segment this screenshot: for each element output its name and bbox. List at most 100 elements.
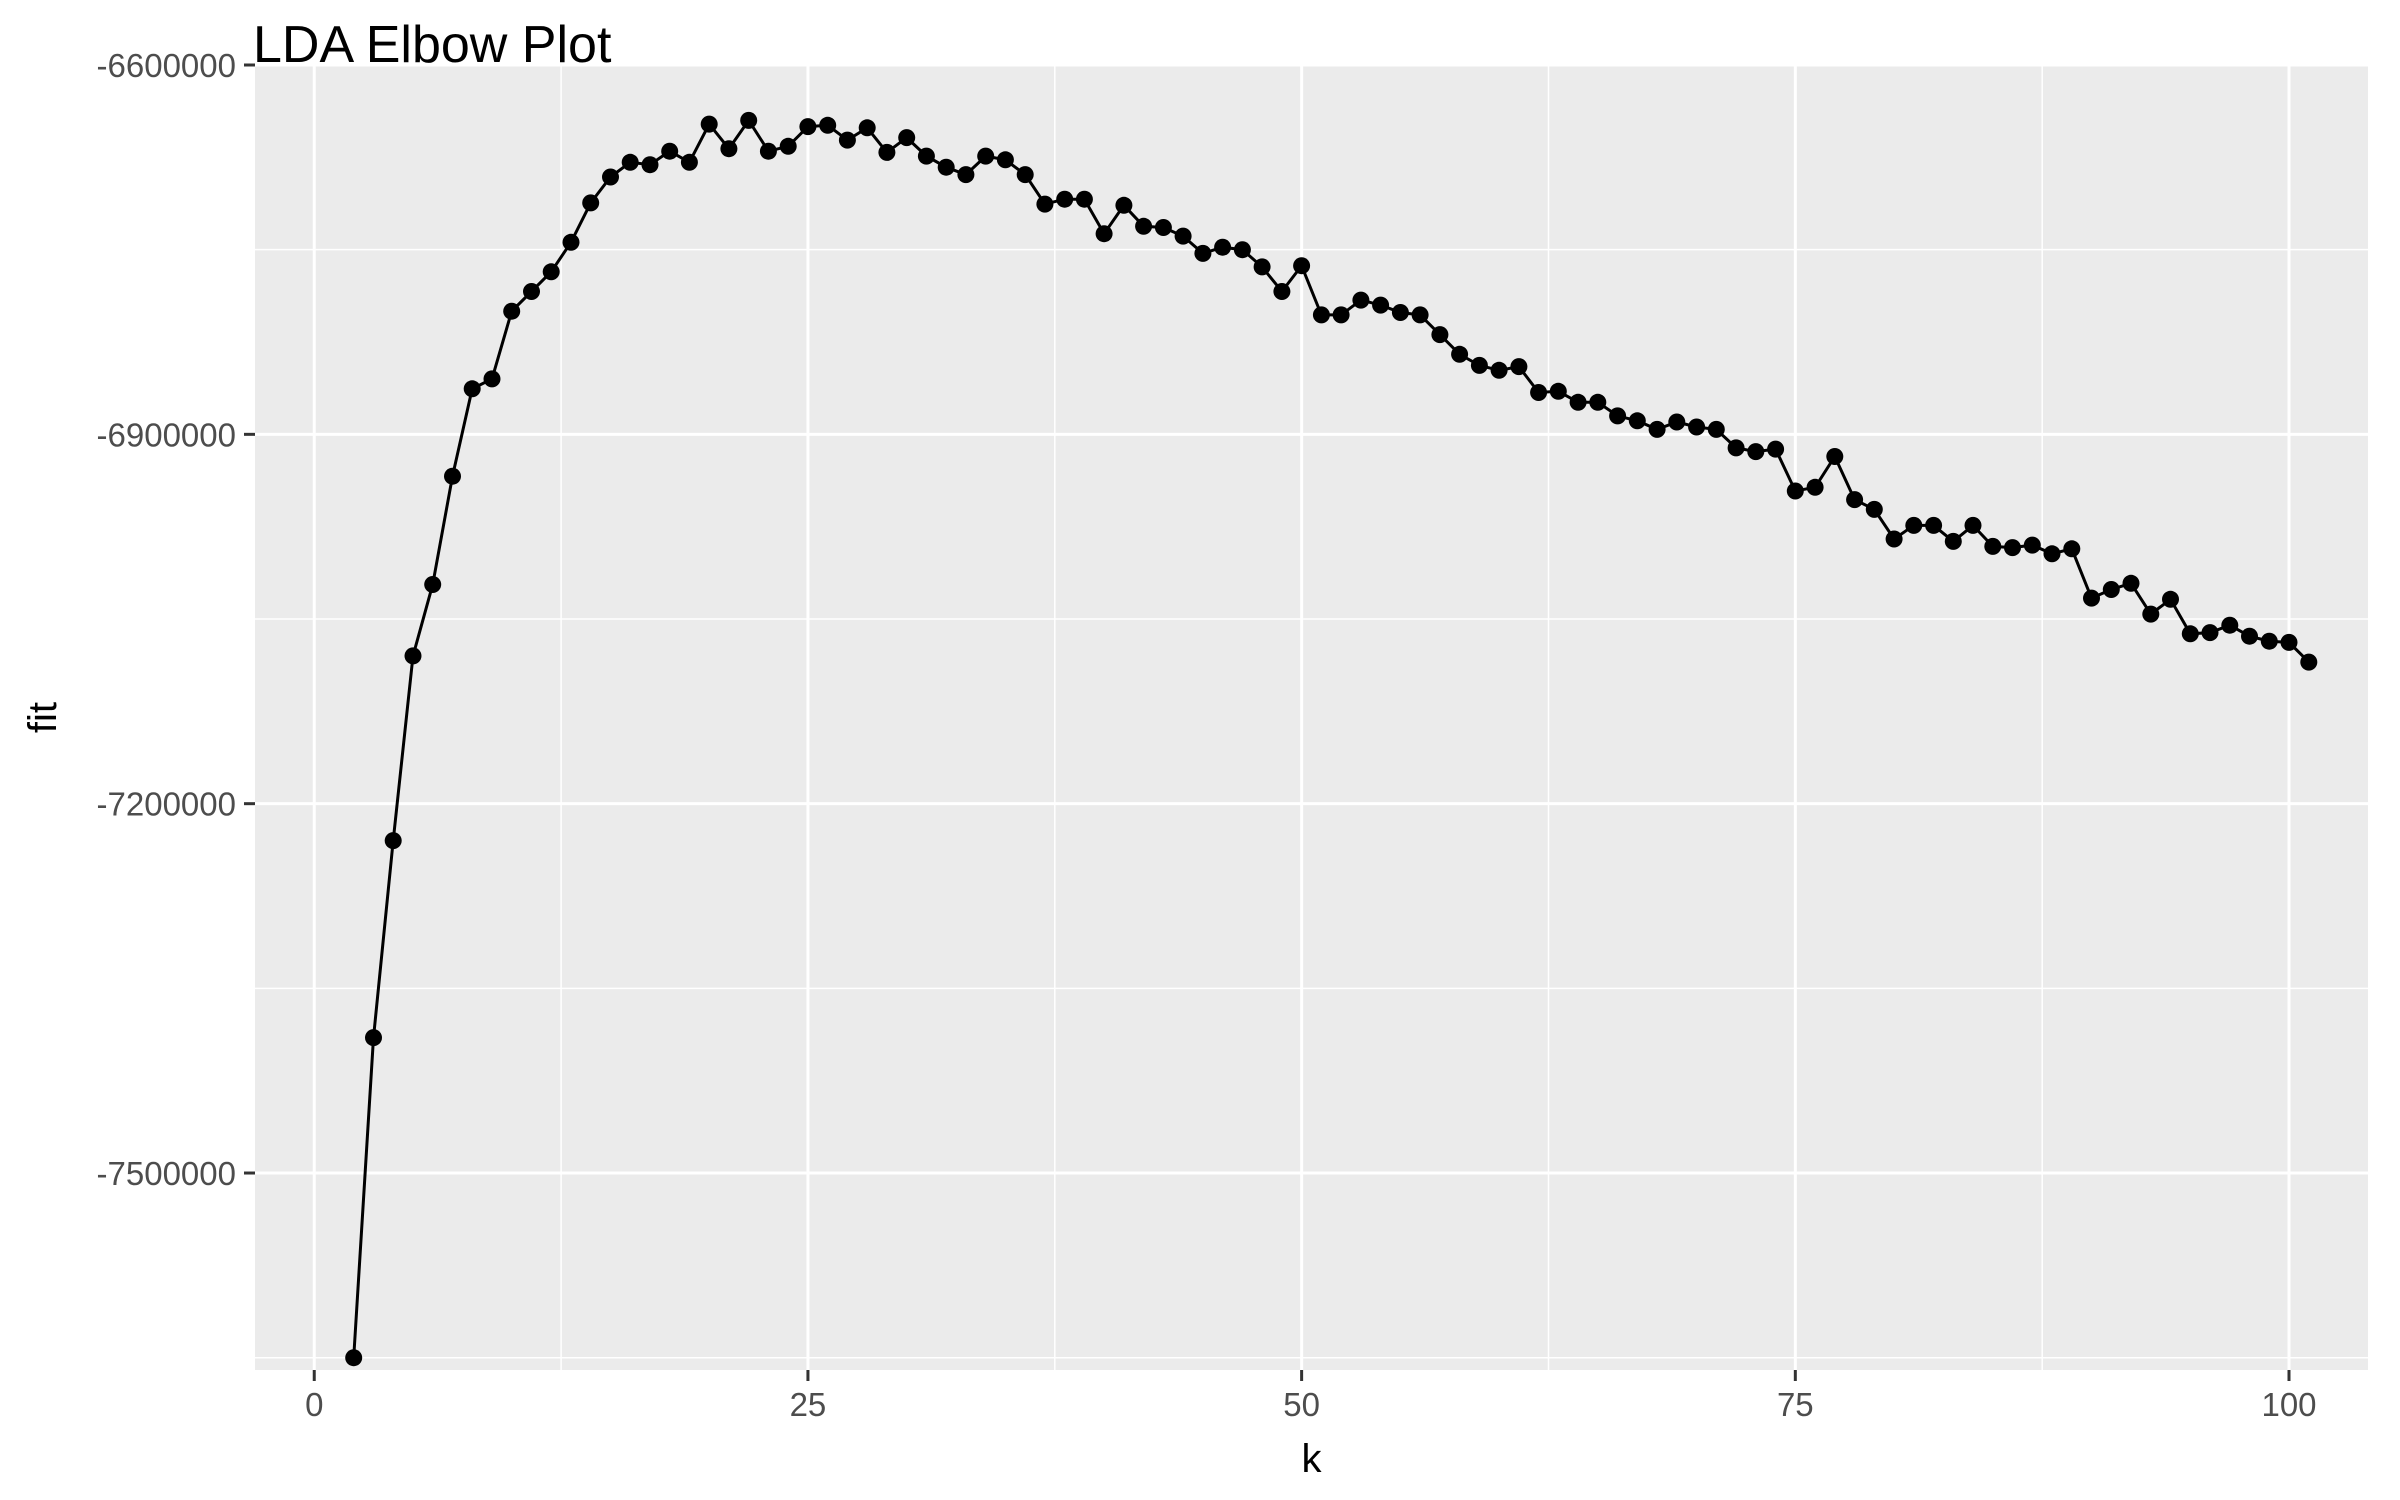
data-point	[838, 131, 856, 149]
data-point	[2122, 574, 2140, 592]
data-point	[1372, 296, 1390, 314]
data-point	[917, 147, 935, 165]
data-point	[1154, 219, 1172, 236]
data-point	[1648, 420, 1666, 438]
data-point	[957, 166, 975, 184]
data-point	[1668, 413, 1686, 431]
data-point	[2201, 624, 2219, 642]
data-point	[937, 158, 955, 176]
data-point	[1964, 516, 1982, 534]
data-point	[621, 153, 639, 171]
x-tick-label: 50	[1283, 1386, 1320, 1423]
x-tick-label: 25	[790, 1386, 827, 1423]
data-point	[1451, 345, 1469, 363]
data-point	[878, 143, 896, 161]
data-point	[779, 137, 797, 155]
data-point	[2142, 605, 2160, 623]
data-point	[384, 832, 402, 850]
data-point	[700, 115, 718, 133]
data-point	[1490, 361, 1508, 379]
data-point	[523, 283, 540, 300]
data-point	[1293, 257, 1311, 275]
data-point	[1194, 244, 1212, 262]
data-point	[2162, 590, 2179, 608]
data-point	[2260, 632, 2278, 650]
data-point	[582, 194, 600, 212]
data-point	[1806, 478, 1824, 496]
data-point	[1332, 306, 1350, 324]
data-point	[2063, 540, 2081, 558]
data-point	[1510, 358, 1528, 376]
data-point	[1727, 439, 1745, 457]
data-point	[799, 118, 817, 136]
data-point	[1253, 258, 1271, 276]
data-point	[1688, 418, 1706, 436]
data-point	[2043, 545, 2061, 563]
data-point	[404, 647, 422, 665]
x-axis-title: k	[1302, 1437, 1323, 1481]
data-point	[1312, 306, 1330, 324]
y-tick-label: -7500000	[97, 1155, 236, 1192]
data-point	[463, 380, 481, 398]
data-point	[542, 263, 560, 281]
data-point	[1214, 238, 1232, 256]
data-point	[1569, 393, 1587, 411]
data-point	[1075, 190, 1093, 208]
data-point	[996, 151, 1014, 169]
y-tick-label: -7200000	[97, 786, 236, 823]
data-point	[1589, 393, 1607, 411]
data-point	[1628, 412, 1646, 430]
data-point	[365, 1029, 382, 1047]
x-tick-label: 75	[1777, 1386, 1814, 1423]
data-point	[602, 168, 619, 186]
data-point	[661, 142, 679, 160]
data-point	[1174, 227, 1192, 245]
data-point	[759, 142, 777, 160]
y-tick-label: -6900000	[97, 416, 236, 453]
y-axis-title: fit	[21, 702, 65, 733]
data-point	[1233, 241, 1251, 259]
data-point	[1905, 516, 1923, 534]
data-point	[345, 1349, 363, 1367]
data-point	[1984, 537, 2002, 555]
data-point	[1056, 190, 1074, 208]
data-point	[1846, 491, 1864, 509]
series-points	[345, 111, 2318, 1367]
data-point	[1925, 516, 1943, 534]
data-point	[1411, 306, 1429, 324]
data-point	[819, 116, 837, 134]
data-point	[1885, 530, 1903, 548]
data-point	[2181, 625, 2199, 643]
x-axis: 0 25 50 75 100	[305, 1370, 2317, 1423]
series-line	[352, 117, 2310, 1358]
data-point	[858, 119, 876, 137]
data-point	[1549, 382, 1567, 400]
x-tick-label: 0	[305, 1386, 323, 1423]
data-point	[1826, 448, 1844, 465]
data-point	[740, 111, 758, 129]
data-point	[977, 147, 995, 165]
plot-panel	[255, 65, 2368, 1370]
data-point	[444, 467, 461, 485]
data-point	[1135, 217, 1153, 235]
data-point	[2221, 616, 2239, 634]
data-point	[1865, 500, 1883, 518]
data-point	[898, 129, 916, 147]
data-point	[1095, 225, 1113, 243]
data-point	[1352, 291, 1370, 309]
data-point	[1470, 356, 1488, 374]
data-point	[503, 302, 521, 320]
y-tick-label: -6600000	[97, 47, 236, 84]
data-point	[1115, 196, 1133, 214]
data-point	[1609, 407, 1627, 425]
data-point	[424, 576, 442, 593]
data-point	[2083, 589, 2100, 607]
data-point	[680, 153, 698, 171]
data-point	[2280, 633, 2298, 651]
data-point	[1944, 532, 1962, 550]
data-point	[1016, 166, 1034, 184]
data-point	[1391, 304, 1409, 321]
data-point	[1707, 420, 1725, 438]
y-axis: -6600000 -6900000 -7200000 -7500000	[97, 47, 255, 1192]
